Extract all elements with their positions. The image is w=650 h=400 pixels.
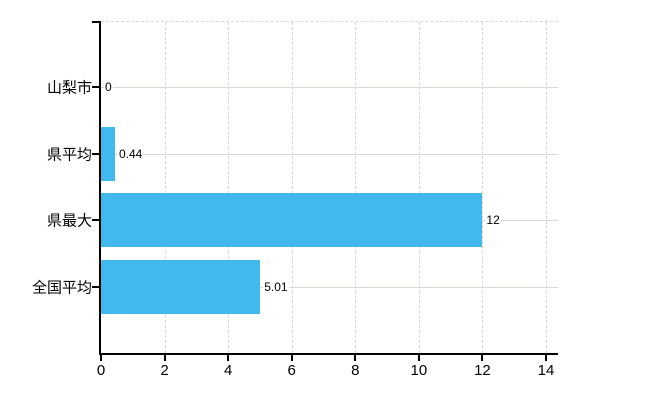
gridline-vertical (546, 22, 547, 353)
x-tick-label: 0 (96, 362, 106, 379)
bar-value-label: 0.44 (117, 146, 144, 161)
category-label: 山梨市 (46, 79, 92, 97)
x-tick-label: 8 (351, 362, 360, 379)
plot-top-border (101, 21, 558, 22)
category-label: 全国平均 (31, 279, 92, 297)
x-axis-line (99, 353, 558, 355)
x-tick-label: 2 (160, 362, 169, 379)
gridline-horizontal (101, 154, 558, 155)
x-axis-tick (227, 355, 230, 361)
x-axis-tick (481, 355, 484, 361)
gridline-vertical (291, 22, 293, 353)
x-axis-tick (545, 355, 547, 361)
bar (101, 193, 482, 247)
x-axis-tick (290, 355, 293, 361)
x-axis-tick (354, 355, 357, 361)
y-axis-tick (92, 219, 99, 221)
category-label: 県平均 (46, 146, 92, 164)
gridline-horizontal (101, 87, 558, 88)
x-axis-tick (163, 355, 166, 361)
bar (101, 260, 260, 314)
x-axis-tick (100, 355, 102, 361)
gridline-vertical (228, 22, 230, 353)
gridline-vertical (482, 22, 484, 353)
bar-value-label: 12 (485, 213, 501, 228)
y-axis-tick (92, 286, 99, 288)
bar (101, 127, 115, 181)
x-tick-label: 14 (537, 362, 555, 379)
y-axis-tick (92, 153, 99, 155)
x-tick-label: 6 (287, 362, 296, 379)
y-axis-tick (92, 86, 99, 88)
bar-value-label: 0 (104, 80, 113, 95)
category-label: 県最大 (46, 212, 92, 230)
x-tick-label: 4 (223, 362, 233, 379)
y-axis-line (99, 21, 101, 355)
gridline-vertical (355, 22, 357, 353)
x-axis-tick (417, 355, 420, 361)
gridline-vertical (164, 22, 166, 353)
x-tick-label: 12 (474, 362, 491, 379)
bar-value-label: 5.01 (263, 279, 289, 294)
gridline-horizontal (101, 287, 558, 288)
x-tick-label: 10 (410, 362, 428, 379)
gridline-vertical (418, 22, 420, 353)
y-axis-tick (92, 21, 99, 23)
